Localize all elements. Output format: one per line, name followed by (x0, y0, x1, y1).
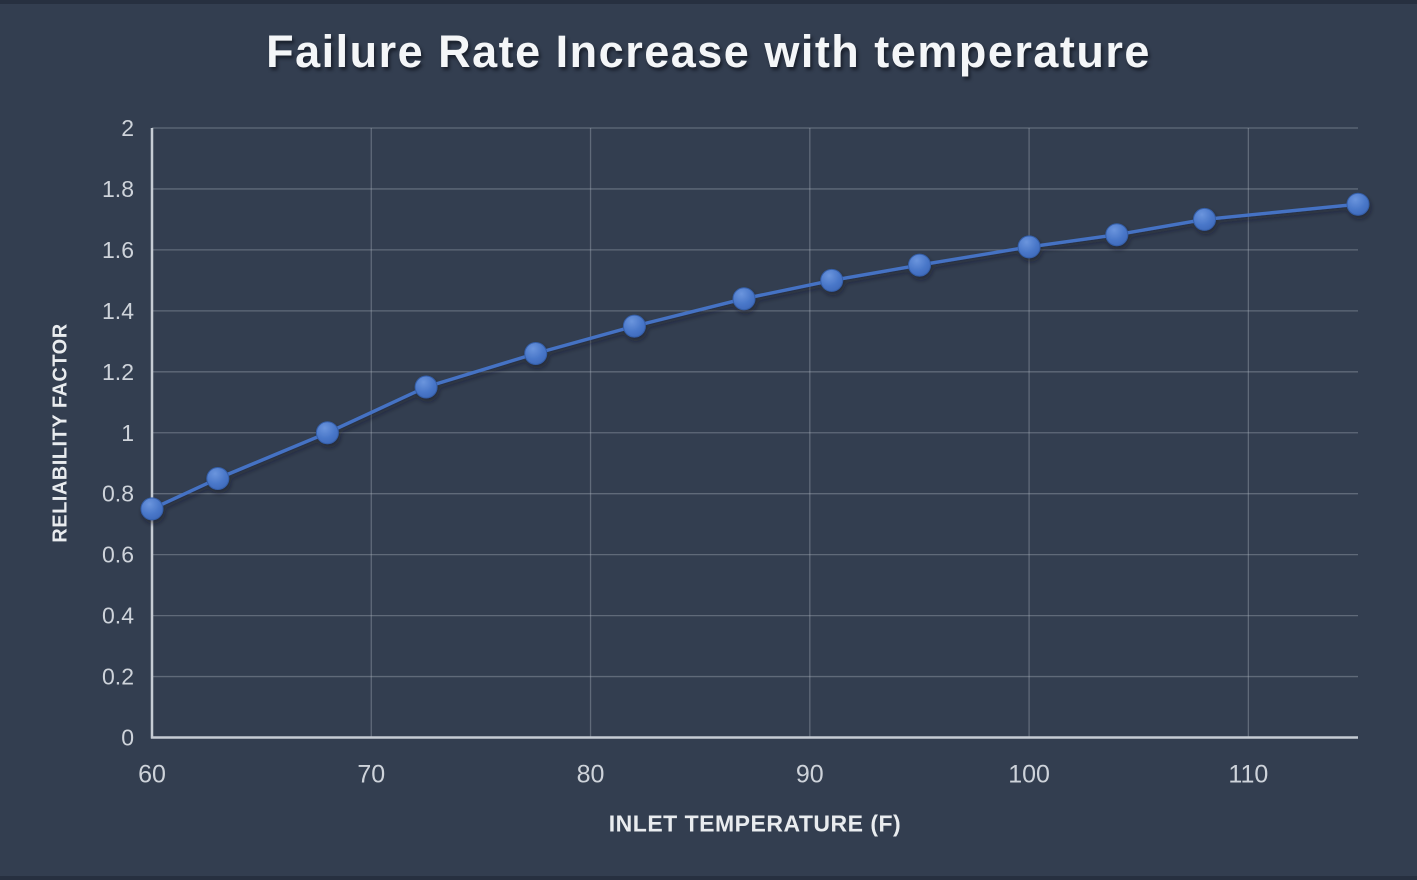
y-tick-label: 0.4 (102, 603, 134, 629)
bottom-edge-strip (0, 876, 1417, 880)
y-tick-label: 0.2 (102, 664, 134, 690)
x-tick-label: 70 (357, 761, 385, 789)
top-edge-strip (0, 0, 1417, 4)
y-tick-label: 2 (121, 115, 134, 141)
y-tick-label: 1.4 (102, 298, 134, 324)
data-point (140, 497, 164, 521)
y-tick-label: 0 (121, 725, 134, 751)
x-tick-label: 110 (1228, 761, 1268, 789)
data-point (908, 253, 931, 277)
y-tick-label: 1.8 (102, 176, 134, 202)
x-tick-label: 60 (138, 761, 166, 789)
y-tick-label: 0.8 (102, 481, 134, 507)
x-tick-label: 80 (577, 761, 605, 789)
data-point (732, 287, 756, 311)
data-point (524, 342, 548, 365)
data-point (622, 314, 646, 338)
chart-title: Failure Rate Increase with temperature (266, 26, 1151, 77)
series-group (140, 192, 1370, 521)
data-point (1193, 207, 1216, 231)
data-point (820, 268, 844, 292)
x-tick-label: 100 (1008, 761, 1050, 789)
data-point (315, 421, 339, 445)
x-axis-title: INLET TEMPERATURE (F) (608, 810, 902, 837)
x-tick-label: 90 (796, 761, 824, 789)
data-point (1346, 192, 1370, 216)
data-point (1017, 235, 1041, 259)
y-tick-label: 1.6 (102, 237, 134, 263)
data-point (414, 375, 438, 399)
y-tick-label: 0.6 (102, 542, 134, 568)
y-tick-label: 1.2 (102, 359, 134, 385)
data-point (1105, 223, 1129, 247)
data-point (206, 467, 230, 490)
y-tick-label: 1 (121, 420, 134, 446)
